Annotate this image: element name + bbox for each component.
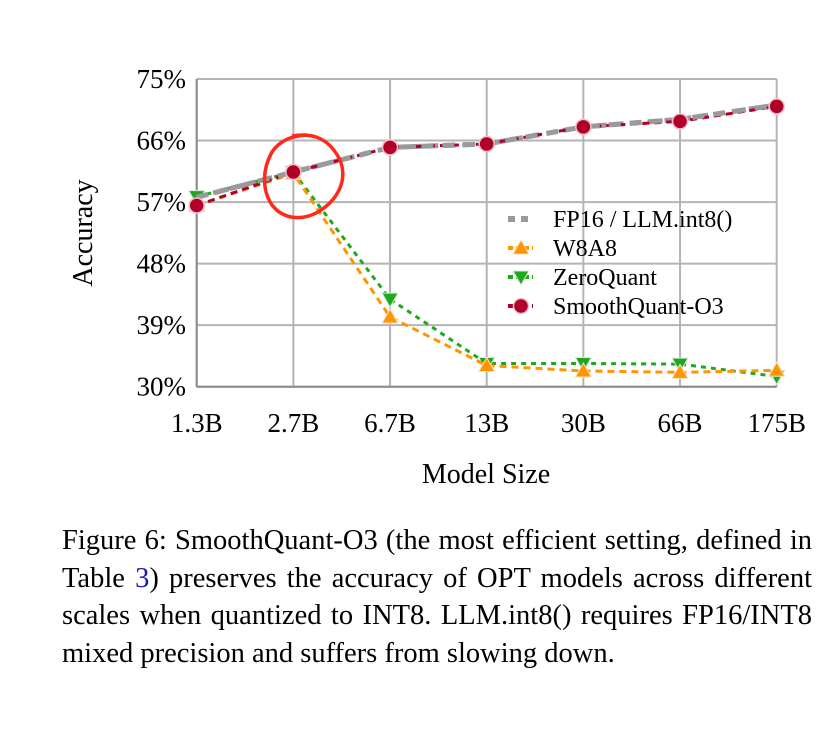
legend-label: ZeroQuant [553,265,657,291]
legend-label: FP16 / LLM.int8() [553,207,732,233]
point-marker [671,113,689,130]
y-tick-label: 39% [137,310,187,340]
legend-item: SmoothQuant-O3 [508,294,724,320]
legend-item: W8A8 [508,236,617,262]
legend-label: W8A8 [553,236,617,262]
caption-text-start: Figure 6: SmoothQuant-O3 (the most effic… [62,525,812,594]
y-tick-label: 75% [137,64,187,94]
legend: FP16 / LLM.int8() W8A8 ZeroQuant SmoothQuan… [508,207,732,320]
series-group [187,98,786,386]
y-tick-label: 30% [137,372,187,402]
y-tick-label: 57% [137,187,187,217]
x-tick-label: 66B [658,408,703,438]
y-tick-label: 48% [137,249,187,279]
point-marker [574,361,593,378]
x-tick-label: 2.7B [267,408,319,438]
point-marker [381,307,399,324]
x-tick-labels: 1.3B 2.7B 6.7B 13B 30B 66B 175B [171,408,806,438]
x-tick-label: 30B [561,408,606,438]
point-marker [188,197,205,214]
x-axis-label: Model Size [422,459,550,490]
point-marker [285,163,302,181]
x-tick-label: 1.3B [171,408,223,438]
point-marker [477,356,496,373]
caption-text-end: ) preserves the accuracy of OPT models a… [62,562,813,669]
point-marker [768,98,785,115]
point-marker [512,297,530,315]
point-marker [767,361,786,377]
x-tick-label: 175B [747,408,806,438]
x-tick-label: 6.7B [364,408,416,438]
point-marker [478,135,495,153]
point-marker [381,292,399,309]
y-tick-labels: 30% 39% 48% 57% 66% 75% [137,64,187,402]
line-chart: 30% 39% 48% 57% 66% 75% 1.3B 2.7B 6.7B 13B 30B 66B… [68,64,806,490]
legend-label: SmoothQuant-O3 [553,294,724,320]
point-marker [575,118,592,136]
y-axis-label: Accuracy [68,179,99,286]
x-tick-label: 13B [464,408,509,438]
point-marker [512,238,530,255]
figure-caption: Figure 6: SmoothQuant-O3 (the most effic… [62,522,812,672]
red-circle-annotation [262,133,345,220]
table-reference-link[interactable]: 3 [135,562,150,594]
point-marker [381,139,399,156]
legend-item: FP16 / LLM.int8() [508,207,732,233]
y-tick-label: 66% [137,126,187,156]
legend-item: ZeroQuant [508,265,657,291]
point-marker [512,270,530,287]
point-marker [671,363,689,379]
